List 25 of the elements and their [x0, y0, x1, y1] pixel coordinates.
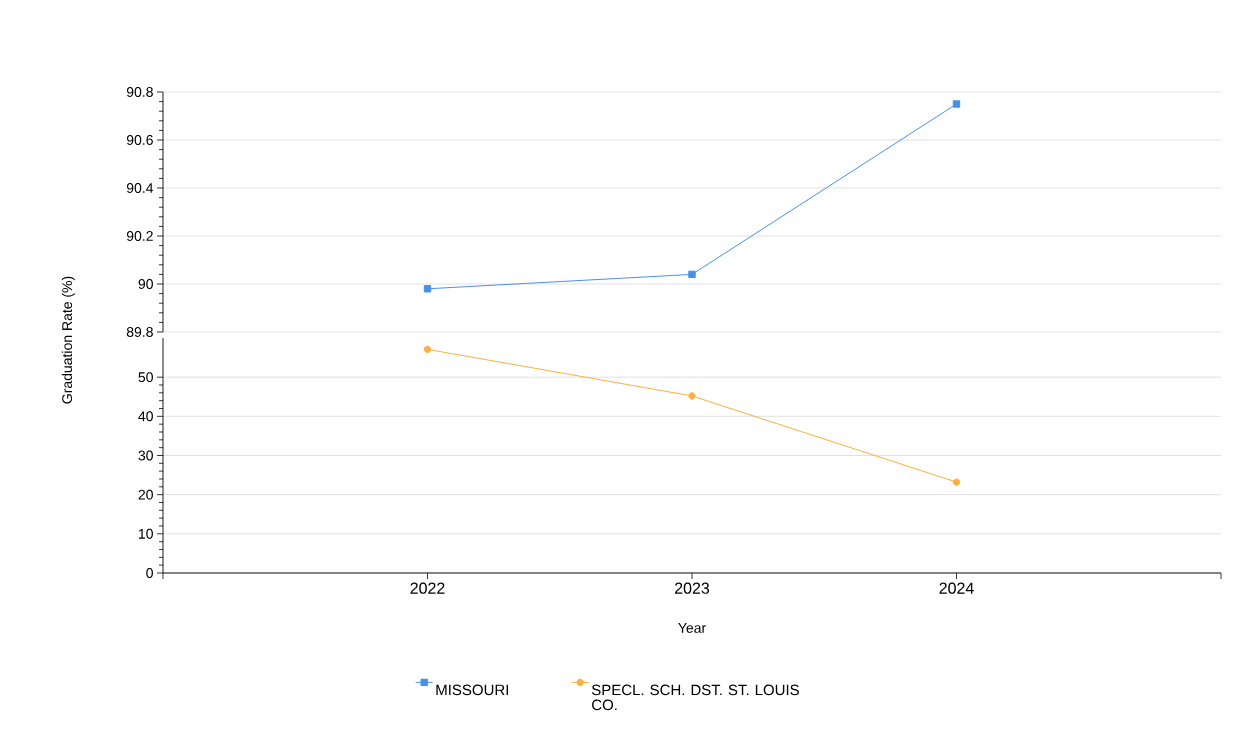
y-tick-label: 90.4: [126, 183, 154, 193]
y-tick-label: 89.8: [126, 327, 153, 337]
y-tick-label: 40: [138, 411, 153, 422]
y-tick-label: 30: [138, 450, 153, 461]
point: [423, 285, 432, 293]
legend-label: MISSOURI: [436, 684, 509, 696]
y-axis-title: Graduation Rate (%): [61, 276, 75, 404]
point: [952, 478, 961, 486]
y-tick-label: 90.8: [126, 87, 153, 97]
y-tick-label: 90.6: [126, 135, 153, 145]
y-tick-label: 90.2: [126, 231, 153, 241]
y-tick-label: 10: [138, 528, 153, 539]
x-axis-title: Year: [678, 623, 706, 633]
x-tick-label: 2022: [410, 582, 445, 594]
y-tick-label: 50: [138, 372, 153, 383]
point: [688, 270, 696, 279]
x-tick-label: 2023: [675, 582, 710, 594]
x-tick-label: 2024: [939, 582, 974, 594]
point: [952, 100, 961, 108]
y-tick-label: 90: [138, 279, 153, 289]
point: [423, 345, 432, 354]
legend-label: SPECL. SCH. DST. ST. LOUIS CO.: [591, 684, 799, 711]
y-tick-label: 20: [138, 489, 153, 500]
y-tick-label: 0: [146, 568, 153, 578]
point: [688, 392, 696, 400]
